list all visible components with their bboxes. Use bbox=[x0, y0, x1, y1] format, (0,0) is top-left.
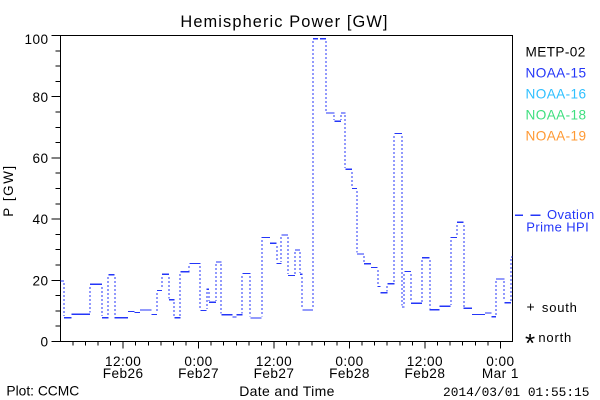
svg-text:0:00: 0:00 bbox=[486, 354, 514, 369]
svg-text:NOAA-18: NOAA-18 bbox=[526, 108, 587, 123]
svg-text:Feb28: Feb28 bbox=[405, 366, 446, 381]
svg-text:north: north bbox=[538, 330, 572, 345]
svg-text:Plot: CCMC: Plot: CCMC bbox=[6, 384, 79, 399]
svg-text:NOAA-16: NOAA-16 bbox=[526, 87, 587, 102]
svg-text:0:00: 0:00 bbox=[184, 354, 212, 369]
svg-text:2014/03/01 01:55:15: 2014/03/01 01:55:15 bbox=[443, 385, 589, 400]
svg-text:NOAA-15: NOAA-15 bbox=[526, 66, 587, 81]
svg-text:Feb27: Feb27 bbox=[178, 366, 219, 381]
svg-text:P [GW]: P [GW] bbox=[1, 164, 16, 217]
svg-text:60: 60 bbox=[32, 151, 48, 166]
svg-text:12:00: 12:00 bbox=[256, 354, 292, 369]
svg-text:Hemispheric Power [GW]: Hemispheric Power [GW] bbox=[180, 13, 388, 31]
svg-text:40: 40 bbox=[32, 212, 48, 227]
svg-text:Prime HPI: Prime HPI bbox=[526, 220, 589, 235]
svg-text:Date and Time: Date and Time bbox=[239, 383, 335, 399]
svg-text:Mar 1: Mar 1 bbox=[482, 366, 519, 381]
svg-text:12:00: 12:00 bbox=[105, 354, 141, 369]
svg-text:Feb28: Feb28 bbox=[329, 366, 370, 381]
svg-text:12:00: 12:00 bbox=[407, 354, 443, 369]
svg-text:Ovation: Ovation bbox=[547, 207, 595, 222]
svg-text:0:00: 0:00 bbox=[335, 354, 363, 369]
svg-text:80: 80 bbox=[32, 90, 48, 105]
svg-text:Feb26: Feb26 bbox=[103, 366, 144, 381]
svg-text:+: + bbox=[527, 298, 535, 314]
svg-text:NOAA-19: NOAA-19 bbox=[526, 129, 587, 144]
svg-text:METP-02: METP-02 bbox=[526, 45, 586, 60]
svg-text:20: 20 bbox=[32, 273, 48, 288]
svg-text:*: * bbox=[525, 328, 535, 358]
svg-text:south: south bbox=[542, 300, 578, 315]
svg-text:0: 0 bbox=[40, 335, 48, 350]
svg-text:Feb27: Feb27 bbox=[254, 366, 295, 381]
svg-text:100: 100 bbox=[24, 32, 48, 47]
